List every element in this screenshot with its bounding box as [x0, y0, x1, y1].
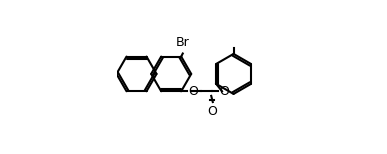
- Text: Br: Br: [176, 36, 190, 49]
- Text: O: O: [219, 85, 229, 98]
- Text: O: O: [188, 85, 198, 98]
- Text: O: O: [207, 105, 217, 118]
